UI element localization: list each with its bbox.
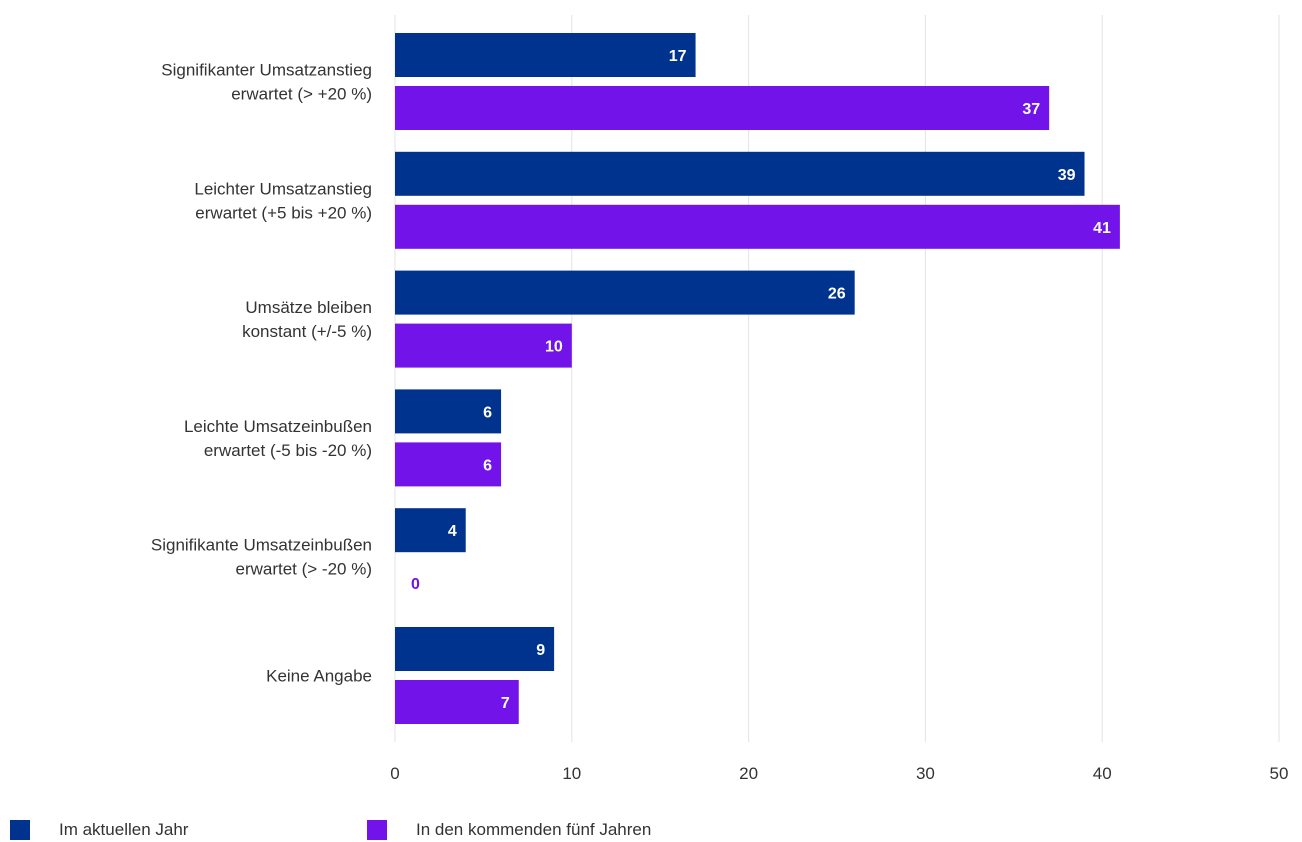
data-label-series-0-cat-4: 4 bbox=[448, 523, 457, 540]
category-label-line: Signifikante Umsatzeinbußen bbox=[151, 536, 372, 555]
bar-series-0-cat-3 bbox=[395, 389, 502, 434]
data-label-series-1-cat-0: 37 bbox=[1022, 101, 1040, 118]
x-tick-label-30: 30 bbox=[916, 764, 935, 783]
category-label-line: Leichte Umsatzeinbußen bbox=[184, 417, 372, 436]
legend: Im aktuellen Jahr In den kommenden fünf … bbox=[0, 820, 1302, 842]
legend-swatch-series-0 bbox=[10, 820, 30, 840]
bar-series-0-cat-4 bbox=[395, 508, 466, 553]
data-label-series-1-cat-1: 41 bbox=[1093, 220, 1111, 237]
bar-series-1-cat-5 bbox=[395, 680, 519, 724]
legend-item-series-1: In den kommenden fünf Jahren bbox=[367, 820, 651, 840]
category-label-1: Leichter Umsatzanstieg erwartet (+5 bis +… bbox=[194, 179, 372, 222]
category-label-line: erwartet (+5 bis +20 %) bbox=[195, 203, 372, 222]
category-label-line: erwartet (-5 bis -20 %) bbox=[204, 441, 372, 460]
category-label-0: Signifikanter Umsatzanstieg erwartet (> +… bbox=[161, 61, 372, 104]
bar-series-1-cat-0 bbox=[395, 86, 1050, 130]
bar-series-1-cat-1 bbox=[395, 204, 1120, 249]
data-label-series-0-cat-2: 26 bbox=[828, 286, 846, 303]
data-label-series-0-cat-0: 17 bbox=[669, 48, 687, 65]
legend-label-series-0: Im aktuellen Jahr bbox=[59, 820, 189, 839]
category-label-3: Leichte Umsatzeinbußen erwartet (-5 bis -… bbox=[184, 417, 372, 460]
x-tick-label-50: 50 bbox=[1270, 764, 1289, 783]
data-label-series-0-cat-5: 9 bbox=[536, 642, 545, 659]
data-label-series-1-cat-2: 10 bbox=[545, 339, 563, 356]
category-label-line: Leichter Umsatzanstieg bbox=[194, 179, 372, 198]
category-label-4: Signifikante Umsatzeinbußen erwartet (> -… bbox=[151, 536, 372, 579]
bar-series-1-cat-3 bbox=[395, 442, 502, 487]
category-label-line: erwartet (> -20 %) bbox=[235, 560, 372, 579]
bar-series-1-cat-2 bbox=[395, 323, 572, 368]
category-label-line: Signifikanter Umsatzanstieg bbox=[161, 61, 372, 80]
category-label-2: Umsätze bleiben konstant (+/-5 %) bbox=[242, 298, 372, 341]
category-label-line: konstant (+/-5 %) bbox=[242, 322, 372, 341]
legend-swatch-series-1 bbox=[367, 820, 387, 840]
data-label-series-0-cat-3: 6 bbox=[483, 404, 492, 421]
x-tick-label-10: 10 bbox=[562, 764, 581, 783]
category-label-line: Umsätze bleiben bbox=[245, 298, 372, 317]
data-label-series-1-cat-4: 0 bbox=[411, 576, 420, 593]
bar-series-0-cat-0 bbox=[395, 33, 696, 77]
category-label-line: erwartet (> +20 %) bbox=[231, 85, 372, 104]
bar-series-0-cat-2 bbox=[395, 270, 855, 315]
bar-series-0-cat-5 bbox=[395, 627, 555, 671]
category-label-line: Keine Angabe bbox=[266, 667, 372, 686]
data-label-series-0-cat-1: 39 bbox=[1058, 167, 1076, 184]
legend-item-series-0: Im aktuellen Jahr bbox=[10, 820, 188, 840]
legend-label-series-1: In den kommenden fünf Jahren bbox=[416, 820, 652, 839]
x-tick-label-20: 20 bbox=[739, 764, 758, 783]
category-label-5: Keine Angabe bbox=[266, 667, 372, 686]
data-label-series-1-cat-3: 6 bbox=[483, 457, 492, 474]
bar-series-0-cat-1 bbox=[395, 151, 1085, 196]
x-tick-label-0: 0 bbox=[390, 764, 399, 783]
x-tick-label-40: 40 bbox=[1093, 764, 1112, 783]
data-label-series-1-cat-5: 7 bbox=[501, 695, 510, 712]
